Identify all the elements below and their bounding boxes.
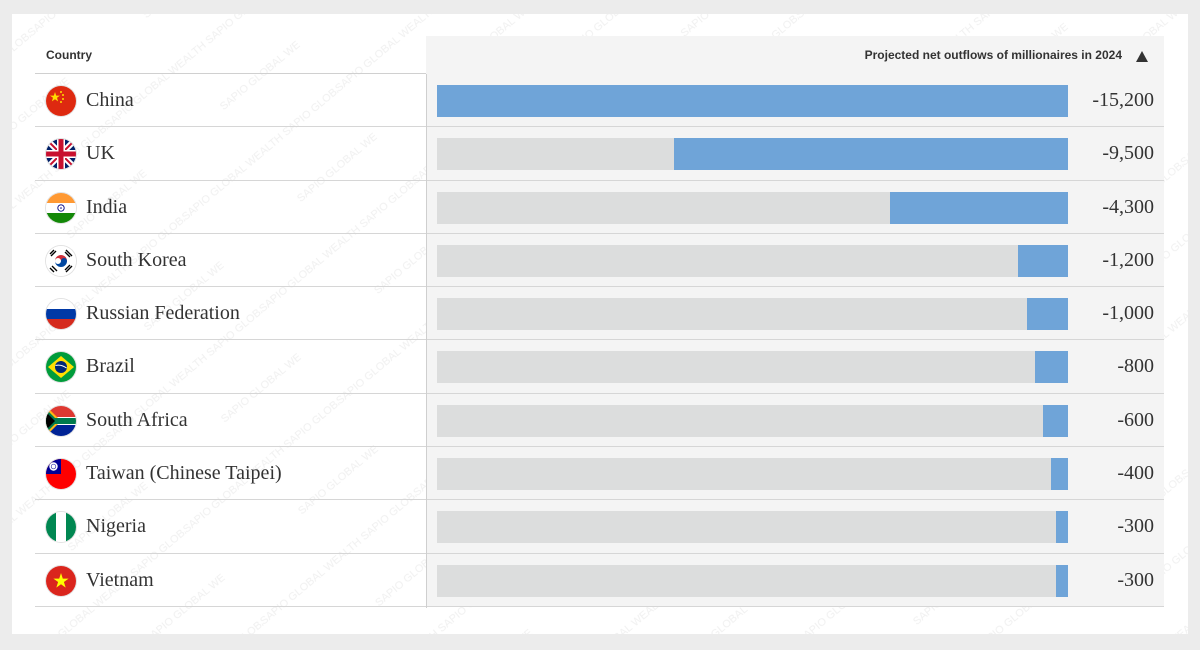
data-label: -300: [1117, 515, 1154, 538]
china-flag-icon: [46, 86, 76, 116]
country-name: India: [86, 195, 128, 218]
country-name: Taiwan (Chinese Taipei): [86, 462, 282, 485]
data-label: -400: [1117, 462, 1154, 485]
russia-flag-icon: [46, 299, 76, 330]
table-body: China -15,200 UK -9,500 India -4,300 South Kor…: [35, 74, 1164, 607]
bar: [1051, 458, 1068, 491]
bar: [673, 138, 1068, 171]
data-label: -15,200: [1092, 89, 1154, 111]
country-column-header[interactable]: Country: [46, 48, 92, 62]
country-name: Brazil: [86, 355, 135, 378]
bar: [1043, 404, 1068, 437]
table-row: India -4,300: [35, 180, 1164, 234]
country-name: Russian Federation: [86, 302, 240, 325]
table-row: Brazil -800: [35, 340, 1164, 394]
data-label: -9,500: [1102, 142, 1154, 165]
column-divider: [426, 74, 427, 608]
table-row: Taiwan (Chinese Taipei) -400: [35, 447, 1164, 501]
bar: [1034, 351, 1068, 384]
data-label: -600: [1117, 408, 1154, 431]
bar: [1055, 511, 1068, 544]
bar: [1018, 244, 1068, 277]
table-row: China -15,200: [35, 74, 1164, 128]
taiwan-flag-icon: [46, 459, 76, 490]
bar: [889, 191, 1068, 224]
table-row: South Korea -1,200: [35, 233, 1164, 288]
south-africa-flag-icon: [46, 405, 76, 436]
country-name: South Africa: [86, 408, 188, 431]
nigeria-flag-icon: [46, 512, 76, 543]
brazil-flag-icon: [46, 352, 76, 383]
sort-ascending-icon[interactable]: [1136, 51, 1148, 62]
bar-track: [437, 191, 1068, 224]
data-label: -1,200: [1102, 248, 1154, 271]
uk-flag-icon: [46, 139, 76, 170]
country-name: Vietnam: [86, 568, 154, 591]
bar-track: [437, 351, 1068, 384]
india-flag-icon: [46, 192, 76, 223]
data-label: -800: [1117, 355, 1154, 378]
country-name: Nigeria: [86, 515, 146, 538]
table-header: Country Projected net outflows of millio…: [35, 36, 1164, 74]
bar-track: [437, 511, 1068, 544]
table-row: Russian Federation -1,000: [35, 287, 1164, 341]
bar-track: [437, 404, 1068, 437]
value-column-header[interactable]: Projected net outflows of millionaires i…: [864, 48, 1122, 62]
value-column-header-bg: [426, 36, 1164, 74]
bar: [437, 85, 1068, 117]
data-label: -300: [1117, 568, 1154, 591]
bar-track: [437, 298, 1068, 331]
data-table: Country Projected net outflows of millio…: [35, 36, 1164, 608]
country-name: South Korea: [86, 248, 187, 271]
table-row: Nigeria -300: [35, 500, 1164, 554]
bar: [1055, 564, 1068, 597]
bar-track: [437, 138, 1068, 171]
vietnam-flag-icon: [46, 565, 76, 596]
south-korea-flag-icon: [46, 245, 76, 276]
bar-track: [437, 244, 1068, 277]
table-row: Vietnam -300: [35, 553, 1164, 607]
table-row: UK -9,500: [35, 127, 1164, 181]
data-label: -1,000: [1102, 302, 1154, 325]
bar-track: [437, 564, 1068, 597]
bar: [1026, 298, 1068, 331]
data-label: -4,300: [1102, 195, 1154, 218]
bar-track: [437, 85, 1068, 117]
country-name: China: [86, 89, 134, 111]
country-name: UK: [86, 142, 115, 165]
chart-card: SAPIO GLOBAL WEALTH SAPIO GLOBAL WEALTH …: [12, 14, 1188, 634]
table-row: South Africa -600: [35, 393, 1164, 448]
bar-track: [437, 458, 1068, 491]
